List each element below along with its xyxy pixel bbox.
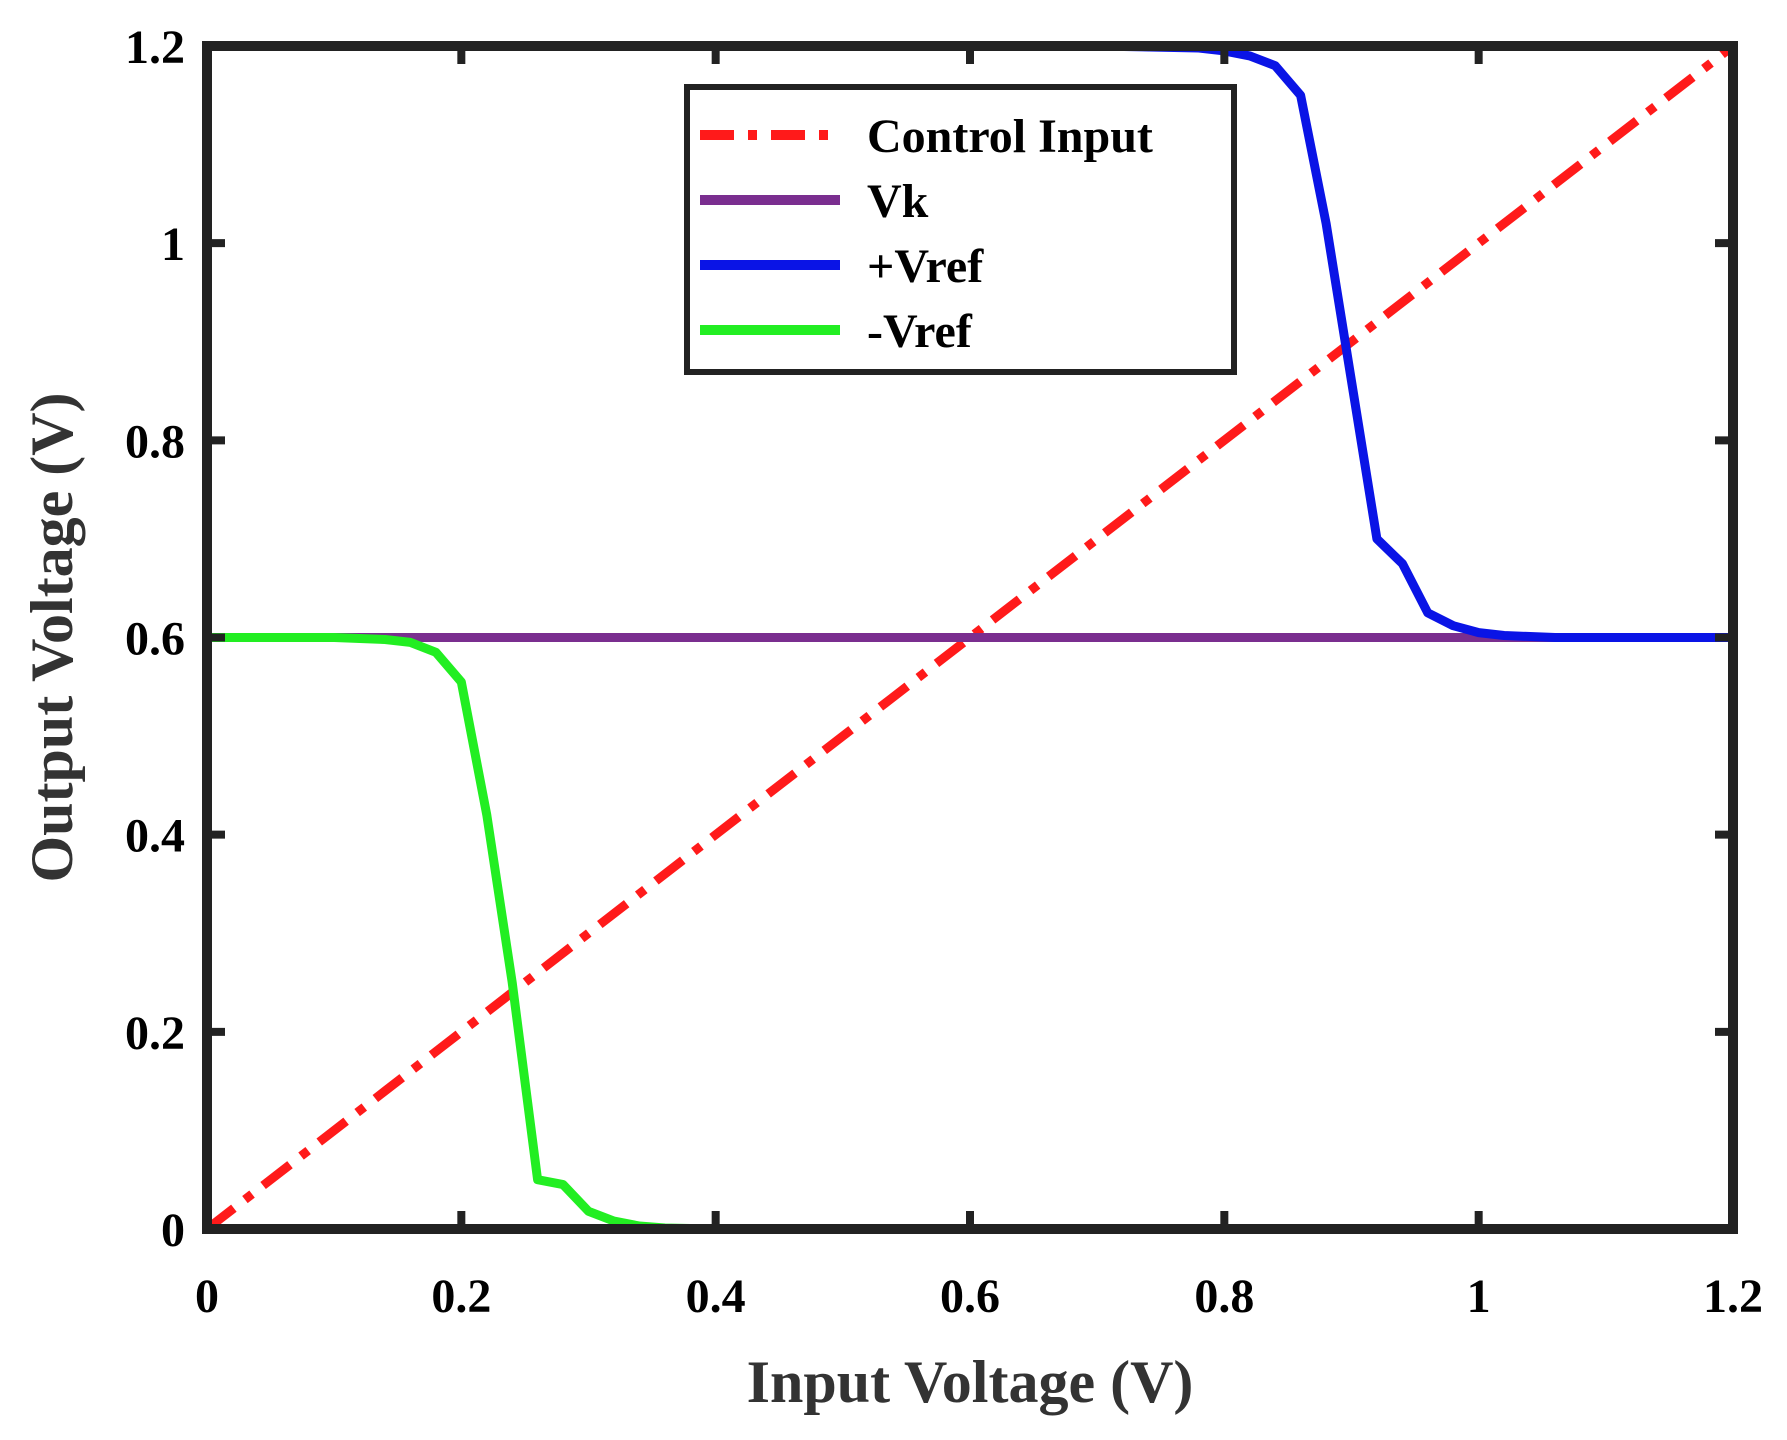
x-tick-label: 0.6 bbox=[940, 1270, 1000, 1323]
y-tick-label: 1 bbox=[161, 218, 185, 271]
x-tick-label: 0 bbox=[195, 1270, 219, 1323]
tick-layer: 0 0.2 0.4 0.6 0.8 1 1.2 0 0.2 0.4 0.6 0.8 1 1.2 bbox=[125, 21, 1763, 1323]
x-tick-label: 1.2 bbox=[1703, 1270, 1763, 1323]
y-tick-label: 0 bbox=[161, 1204, 185, 1257]
legend-label-vref: +Vref bbox=[867, 240, 984, 293]
legend-items: Control Input Vk +Vref -Vref bbox=[700, 110, 1153, 358]
legend-label-control-input: Control Input bbox=[867, 110, 1153, 163]
x-tick-label: 0.4 bbox=[686, 1270, 746, 1323]
y-axis-title: Output Voltage (V) bbox=[19, 392, 85, 882]
y-tick-label: 1.2 bbox=[125, 21, 185, 74]
x-tick-label: 0.8 bbox=[1194, 1270, 1254, 1323]
y-tick-label: 0.8 bbox=[125, 415, 185, 468]
x-axis-title: Input Voltage (V) bbox=[747, 1349, 1194, 1415]
legend: Control Input Vk +Vref -Vref bbox=[684, 84, 1237, 375]
x-tick-label: 1 bbox=[1467, 1270, 1491, 1323]
legend-label-vref: -Vref bbox=[867, 305, 973, 358]
legend-label-vk: Vk bbox=[867, 175, 929, 228]
y-tick-label: 0.4 bbox=[125, 810, 185, 863]
x-tick-label: 0.2 bbox=[431, 1270, 491, 1323]
y-tick-label: 0.2 bbox=[125, 1007, 185, 1060]
y-tick-label: 0.6 bbox=[125, 613, 185, 666]
